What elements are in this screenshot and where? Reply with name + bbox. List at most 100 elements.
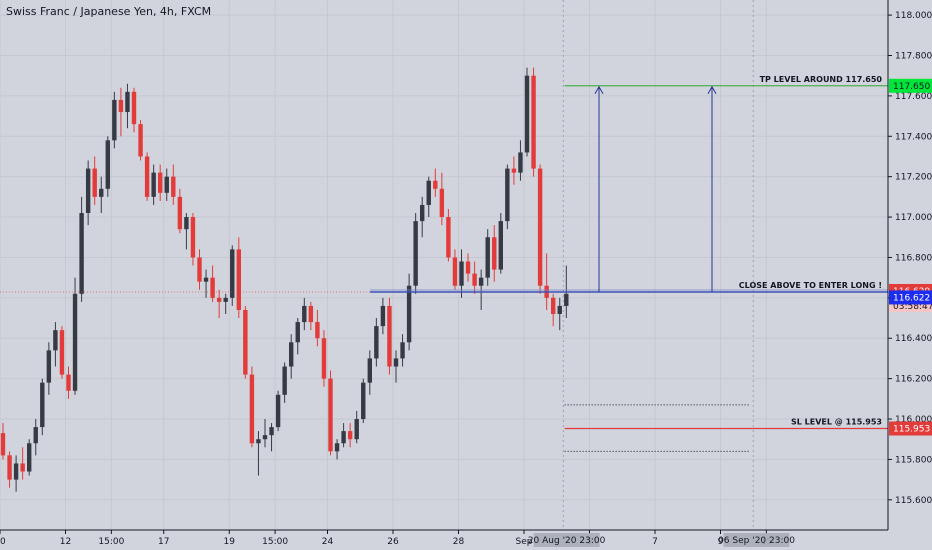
- candle-body: [282, 366, 287, 395]
- candle-body: [92, 168, 97, 197]
- candle-body: [380, 305, 386, 327]
- candle-body: [249, 374, 255, 444]
- candle-body: [393, 358, 399, 367]
- candle-body: [321, 338, 327, 379]
- price-tick-label: 117.200: [895, 173, 932, 183]
- candle-body: [354, 419, 359, 440]
- current-price-tag-bg: [889, 290, 932, 305]
- candle-body: [105, 140, 110, 189]
- candle-body: [243, 309, 248, 375]
- candle-body: [177, 196, 183, 230]
- time-tick-label: Sep: [516, 537, 533, 547]
- level-label: CLOSE ABOVE TO ENTER LONG !: [739, 281, 882, 290]
- candle-body: [524, 75, 530, 153]
- candle-body: [465, 261, 471, 274]
- price-axis[interactable]: 118.000 117.800 117.600 117.400 117.200 117.0…: [887, 0, 932, 530]
- candle-body: [59, 330, 65, 375]
- candle-body: [20, 463, 25, 472]
- candle-body: [210, 277, 215, 298]
- candle-body: [334, 443, 340, 452]
- candle-body: [328, 378, 333, 452]
- chart-title: Swiss Franc / Japanese Yen, 4h, FXCM: [6, 5, 211, 18]
- price-tick-label: 117.600: [895, 92, 932, 102]
- candle-body: [85, 168, 91, 214]
- date-highlight-label: 06 Sep '20 23:00: [718, 536, 795, 546]
- time-tick-label: 12: [60, 537, 71, 547]
- time-tick-label: 10: [0, 537, 6, 547]
- candle-body: [230, 249, 235, 298]
- level-label: SL LEVEL @ 115.953: [791, 418, 882, 427]
- level-label: TP LEVEL AROUND 117.650: [760, 75, 883, 84]
- candle-body: [216, 297, 222, 302]
- candle-body: [223, 297, 228, 302]
- candle-body: [551, 297, 556, 314]
- candle-body: [184, 217, 189, 230]
- price-tick-label: 117.000: [895, 213, 932, 223]
- candle-body: [118, 99, 124, 113]
- candle-body: [256, 439, 261, 444]
- candle-body: [46, 350, 52, 383]
- candle-body: [433, 180, 438, 189]
- price-tick-label: 116.400: [895, 334, 932, 344]
- current-price-tag: 116.622: [893, 293, 930, 303]
- candle-body: [197, 257, 202, 282]
- candle-body: [164, 176, 169, 193]
- price-tick-label: 118.000: [895, 11, 932, 21]
- candle-body: [66, 374, 71, 391]
- candle-body: [275, 394, 281, 428]
- candle-body: [537, 168, 543, 286]
- candle-body: [387, 305, 392, 367]
- time-tick-label: 26: [387, 537, 399, 547]
- candle-body: [144, 156, 150, 197]
- candle-body: [564, 293, 569, 306]
- candle-body: [459, 261, 464, 286]
- arrow-head: [707, 85, 717, 95]
- candle-body: [308, 305, 314, 323]
- time-tick-label: 15:00: [98, 537, 124, 547]
- candle-body: [236, 249, 241, 310]
- candle-body: [99, 188, 104, 197]
- date-highlight-bg: [723, 533, 790, 547]
- candle-body: [40, 382, 45, 428]
- candle-body: [472, 273, 477, 286]
- candle-body: [269, 427, 274, 436]
- date-highlight-bg: [533, 533, 600, 547]
- candle-body: [203, 277, 209, 282]
- candle-body: [112, 99, 117, 141]
- candle-body: [367, 358, 372, 383]
- sl-price-tag-bg: [889, 421, 932, 436]
- candle-body: [0, 433, 6, 456]
- time-tick-label: 17: [158, 537, 169, 547]
- candle-body: [511, 168, 517, 173]
- candle-body: [426, 180, 431, 205]
- price-tick-label: 115.600: [895, 496, 932, 506]
- time-tick-label: 19: [224, 537, 236, 547]
- price-tick-label: 115.800: [895, 455, 932, 465]
- candle-body: [406, 285, 412, 343]
- candles: [0, 67, 569, 492]
- tp-price-tag: 117.650: [893, 82, 930, 92]
- candle-body: [125, 91, 130, 113]
- candle-body: [302, 305, 307, 323]
- time-tick-label: 9: [718, 537, 724, 547]
- candle-body: [13, 463, 19, 480]
- candle-body: [374, 326, 379, 359]
- plot-background: [0, 0, 888, 530]
- level-lines: TP LEVEL AROUND 117.650 CLOSE ABOVE TO EN…: [0, 75, 888, 452]
- candle-body: [33, 427, 38, 444]
- candle-body: [289, 342, 294, 367]
- sl-price-tag: 115.953: [893, 425, 930, 435]
- price-tick-label: 117.800: [895, 51, 932, 61]
- candle-body: [518, 152, 523, 173]
- candle-body: [171, 176, 176, 197]
- price-tick-label: 116.200: [895, 375, 932, 385]
- candle-body: [7, 455, 12, 480]
- candle-body: [158, 172, 163, 193]
- candle-body: [190, 217, 196, 258]
- candle-body: [492, 237, 497, 270]
- candle-body: [420, 204, 425, 222]
- candle-body: [138, 124, 143, 157]
- time-tick-label: 28: [453, 537, 465, 547]
